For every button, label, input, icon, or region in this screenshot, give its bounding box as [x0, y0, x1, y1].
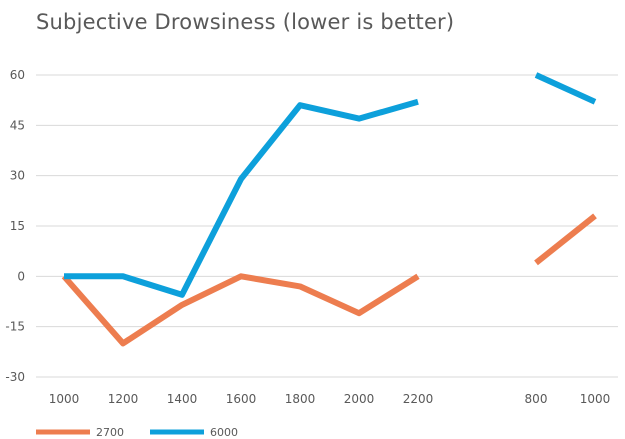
legend-label-2700: 2700 [96, 426, 124, 439]
x-tick-label: 1600 [226, 392, 257, 406]
series-line-6000-segment-0 [64, 98, 419, 298]
x-tick-label: 1000 [580, 392, 611, 406]
series-line-6000-segment-1 [534, 72, 597, 105]
x-tick-label: 800 [525, 392, 548, 406]
x-tick-label: 1200 [108, 392, 139, 406]
x-tick-label: 2000 [344, 392, 375, 406]
series-line-2700-segment-1 [534, 213, 597, 266]
legend: 2700 6000 [36, 426, 238, 439]
x-tick-label: 1400 [167, 392, 198, 406]
x-tick-label: 1000 [49, 392, 80, 406]
y-tick-label: -15 [5, 320, 25, 334]
y-tick-label: 15 [10, 219, 25, 233]
y-tick-label: -30 [5, 370, 25, 384]
x-tick-label: 2200 [403, 392, 434, 406]
series-line-2700-segment-0 [61, 273, 420, 347]
chart-title: Subjective Drowsiness (lower is better) [36, 10, 455, 34]
legend-label-6000: 6000 [210, 426, 238, 439]
gridlines [36, 74, 618, 378]
y-tick-label: 60 [10, 68, 25, 82]
x-axis-tick-labels: 1000 1200 1400 1600 1800 2000 2200 800 1000 [49, 392, 611, 406]
series-lines [61, 72, 597, 347]
y-tick-label: 45 [10, 118, 25, 132]
y-tick-label: 30 [10, 169, 25, 183]
x-tick-label: 1800 [285, 392, 316, 406]
y-axis-tick-labels: 60 45 30 15 0 -15 -30 [5, 68, 25, 384]
y-tick-label: 0 [17, 269, 25, 283]
